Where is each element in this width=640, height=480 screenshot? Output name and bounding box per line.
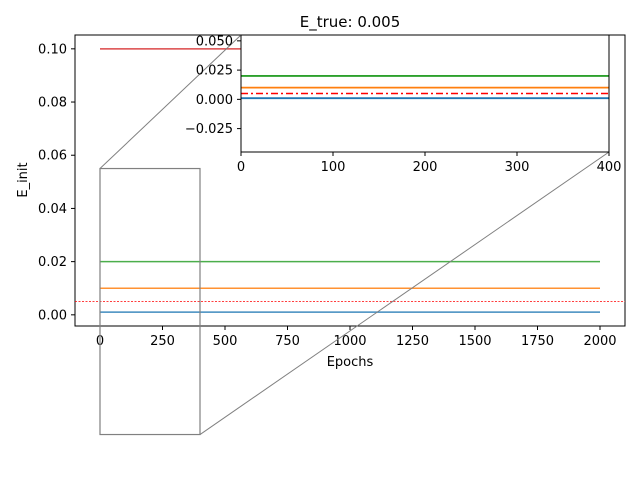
x-tick-label: 500 [213, 334, 238, 349]
y-tick-label: 0.10 [38, 42, 67, 57]
main-plot: 0 250 500 750 1000 1250 1500 1750 2000 0.000.020… [38, 34, 626, 436]
inset-x-tick-label: 200 [413, 160, 438, 175]
x-tick-label: 2000 [583, 334, 616, 349]
zoom-connector-line [99, 34, 242, 169]
x-tick-label: 250 [150, 334, 175, 349]
y-tick-label: 0.00 [38, 308, 67, 323]
x-tick-label: 1000 [333, 334, 366, 349]
inset-x-tick-label: 0 [237, 160, 245, 175]
main-y-ticks: 0.00 0.02 0.04 0.06 0.08 0.10 [38, 42, 75, 323]
inset-series-group [241, 75, 609, 100]
inset-x-tick-label: 300 [505, 160, 530, 175]
x-tick-label: 750 [275, 334, 300, 349]
inset-y-ticks: −0.025 0.000 0.025 0.050 [185, 34, 241, 137]
x-tick-label: 1250 [396, 334, 429, 349]
x-tick-label: 1500 [458, 334, 491, 349]
zoom-connector-line [199, 151, 610, 435]
inset-y-tick-label: 0.050 [196, 34, 233, 49]
x-tick-label: 1750 [521, 334, 554, 349]
y-tick-label: 0.04 [38, 202, 67, 217]
y-axis-label: E_init [16, 162, 31, 197]
inset-y-tick-label: 0.000 [196, 93, 233, 108]
y-tick-label: 0.06 [38, 149, 67, 164]
y-tick-label: 0.08 [38, 96, 67, 111]
chart-title: E_true: 0.005 [300, 13, 401, 32]
zoom-region-rect [99, 167, 201, 436]
inset-x-ticks: 0 100 200 300 400 [237, 152, 622, 175]
inset-plot: 0 100 200 300 400 −0.025 0.000 0.025 0.050 [185, 34, 622, 175]
inset-y-tick-label: −0.025 [185, 122, 233, 137]
inset-x-tick-label: 100 [321, 160, 346, 175]
zoom-indicator [99, 34, 610, 436]
x-axis-label: Epochs [327, 355, 374, 370]
y-tick-label: 0.02 [38, 255, 67, 270]
inset-y-tick-label: 0.025 [196, 64, 233, 79]
inset-x-tick-label: 400 [597, 160, 622, 175]
